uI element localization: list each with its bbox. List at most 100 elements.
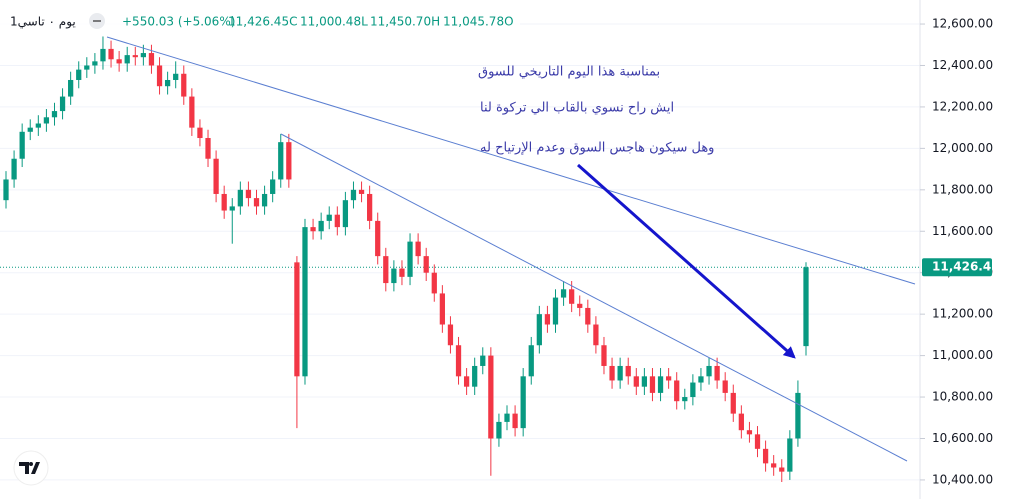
candle-body <box>520 376 526 429</box>
price-axis: 10,400.00 10,600.00 10,800.00 11,000.00 11,2… <box>920 17 1000 486</box>
candle-body <box>156 65 163 87</box>
candle-body <box>100 48 106 62</box>
y-tick-label: 10,600.00 <box>932 431 993 445</box>
candle-body <box>617 365 623 381</box>
candle-body <box>302 227 308 377</box>
candle-body <box>189 96 195 128</box>
candle-body <box>245 189 252 199</box>
candle-body <box>649 376 656 393</box>
candle-body <box>447 324 454 346</box>
annotation: وهل سيكون هاجس السوق وعدم الإرتياح له <box>480 141 714 156</box>
candle-body <box>439 293 445 325</box>
change: +550.03 (+5.06%) <box>122 15 235 29</box>
candle-body <box>350 189 357 201</box>
candle-body <box>512 413 518 429</box>
candle-body <box>375 220 381 257</box>
candle-body <box>585 307 591 325</box>
candle-body <box>762 448 769 464</box>
candle-body <box>730 392 736 414</box>
y-tick-label: 12,000.00 <box>932 141 993 155</box>
candle-body <box>27 127 33 132</box>
candle-body <box>213 158 219 194</box>
candle-body <box>738 413 744 431</box>
candle-body <box>657 376 664 393</box>
candle-body <box>771 463 777 468</box>
candle-body <box>666 376 672 381</box>
grid <box>0 23 920 481</box>
candle-body <box>504 413 510 422</box>
candle-body <box>318 220 324 232</box>
open: 11,045.78O <box>443 15 514 29</box>
y-tick-label: 11,600.00 <box>932 224 993 238</box>
candle-body <box>528 345 534 377</box>
candle-body <box>641 376 648 387</box>
candle-body <box>407 241 413 277</box>
symbol: 1يوم ٠ تاسي <box>10 15 76 30</box>
y-tick-label: 10,800.00 <box>932 390 993 404</box>
candle-body <box>746 430 753 435</box>
candle-body <box>795 392 801 439</box>
y-tick-label: 12,200.00 <box>932 99 993 113</box>
candle-body <box>431 272 437 294</box>
candle-body <box>108 48 114 60</box>
candle-body <box>391 268 397 284</box>
candle-body <box>51 111 58 118</box>
candle-body <box>560 289 567 298</box>
annotation: ايش راح نسوي بالقاب الي تركوة لنا <box>480 101 674 116</box>
candle-body <box>633 376 639 387</box>
candle-body <box>787 438 793 472</box>
candle-body <box>92 61 98 66</box>
candle-body <box>197 127 203 139</box>
candle-body <box>294 262 300 377</box>
candle-body <box>399 268 405 277</box>
candle-body <box>68 79 74 97</box>
candle-body <box>84 65 90 70</box>
candle-body <box>11 158 17 180</box>
arrow <box>577 163 796 359</box>
candle-body <box>253 198 260 207</box>
candle-body <box>237 189 243 207</box>
candle-body <box>423 256 429 273</box>
candle-body <box>334 214 340 228</box>
price-label: 11,426.45 <box>932 260 1000 274</box>
y-tick-label: 11,800.00 <box>932 182 993 196</box>
trend-line <box>280 133 908 462</box>
candle-body <box>181 73 187 97</box>
candle-body <box>698 376 704 383</box>
candle-body <box>35 123 41 128</box>
annotation: بمناسبة هذا اليوم التاريخي للسوق <box>478 65 660 80</box>
candle-body <box>43 117 50 124</box>
candle-body <box>754 434 761 449</box>
candle-body <box>3 179 9 201</box>
candle-body <box>124 55 130 64</box>
candle-body <box>496 421 502 439</box>
candle-body <box>472 365 478 387</box>
candle-body <box>609 365 615 381</box>
y-tick-label: 12,600.00 <box>932 17 993 31</box>
high: 11,450.70H <box>370 15 440 29</box>
candle-body <box>714 365 720 381</box>
candles <box>3 36 809 483</box>
candle-body <box>690 382 696 398</box>
candle-body <box>552 297 559 325</box>
candle-body <box>674 380 680 402</box>
candle-body <box>116 59 122 64</box>
candle-body <box>463 376 470 387</box>
price-label-bg <box>922 258 992 277</box>
candle-body <box>76 69 82 80</box>
candle-body <box>310 227 316 232</box>
candle-body <box>779 467 785 472</box>
candle-body <box>205 138 211 159</box>
candle-body <box>59 96 66 112</box>
candle-body <box>480 355 486 366</box>
low: 11,000.48L <box>300 15 368 29</box>
candle-body <box>148 53 155 66</box>
candle-body <box>221 193 227 211</box>
candle-body <box>132 55 138 58</box>
y-tick-label: 11,200.00 <box>932 307 993 321</box>
y-tick-label: 11,000.00 <box>932 348 993 362</box>
y-tick-label: 12,400.00 <box>932 58 993 72</box>
candle-body <box>625 365 631 377</box>
candle-body <box>326 214 332 221</box>
